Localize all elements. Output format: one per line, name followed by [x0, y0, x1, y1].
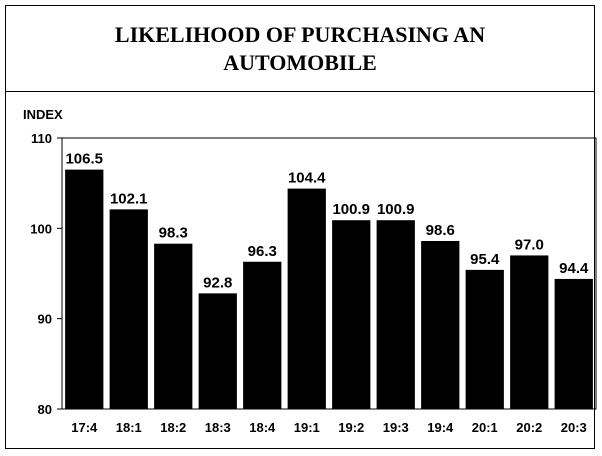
- data-label: 106.5: [65, 151, 103, 168]
- bar-18:1: [109, 209, 148, 409]
- bar-18:2: [154, 243, 193, 409]
- y-axis-label: INDEX: [23, 107, 63, 122]
- x-tick-label: 20:3: [561, 420, 587, 435]
- data-label: 95.4: [470, 251, 500, 268]
- bar-19:3: [376, 220, 415, 409]
- bar-17:4: [65, 169, 104, 409]
- data-label: 94.4: [559, 260, 589, 277]
- data-label: 92.8: [203, 274, 232, 291]
- data-label: 96.3: [248, 243, 277, 260]
- x-tick-label: 18:3: [205, 420, 231, 435]
- x-ticks: 17:4 18:1 18:2 18:3 18:4 19:1 19:2 19:3 19:4 20:1…: [71, 420, 587, 435]
- chart-title: LIKELIHOOD OF PURCHASING AN AUTOMOBILE: [114, 21, 486, 75]
- x-tick-label: 20:2: [516, 420, 542, 435]
- x-tick-label: 17:4: [71, 420, 98, 435]
- data-label: 97.0: [515, 236, 544, 253]
- bar-20:2: [510, 255, 549, 409]
- data-labels: 106.5 102.1 98.3 92.8 96.3 104.4 100.9 100.9 98.…: [65, 151, 589, 292]
- y-tick-label: 100: [30, 221, 52, 236]
- x-tick-label: 18:2: [160, 420, 186, 435]
- x-tick-label: 19:3: [383, 420, 409, 435]
- x-tick-label: 20:1: [472, 420, 498, 435]
- bar-18:4: [243, 261, 282, 409]
- bar-20:3: [554, 278, 593, 409]
- data-label: 98.3: [159, 225, 188, 242]
- bar-19:1: [287, 188, 326, 409]
- y-tick-label: 110: [31, 131, 52, 146]
- data-label: 100.9: [332, 201, 370, 218]
- bars: [65, 169, 593, 409]
- title-box: LIKELIHOOD OF PURCHASING AN AUTOMOBILE: [6, 6, 594, 92]
- y-tick-label: 80: [38, 402, 52, 417]
- x-tick-label: 18:1: [116, 420, 142, 435]
- y-tick-label: 90: [38, 312, 52, 327]
- bar-18:3: [198, 293, 237, 409]
- x-tick-label: 19:2: [338, 420, 364, 435]
- x-tick-label: 18:4: [249, 420, 276, 435]
- data-label: 98.6: [426, 222, 455, 239]
- bar-19:2: [332, 220, 371, 409]
- y-ticks: 80 90 100 110: [30, 131, 62, 417]
- data-label: 100.9: [377, 201, 415, 218]
- x-tick-label: 19:1: [294, 420, 320, 435]
- data-label: 102.1: [110, 190, 148, 207]
- bar-19:4: [421, 240, 460, 409]
- data-label: 104.4: [288, 170, 326, 187]
- bar-20:1: [465, 269, 504, 409]
- plot-area-frame: [61, 137, 597, 410]
- x-tick-label: 19:4: [427, 420, 454, 435]
